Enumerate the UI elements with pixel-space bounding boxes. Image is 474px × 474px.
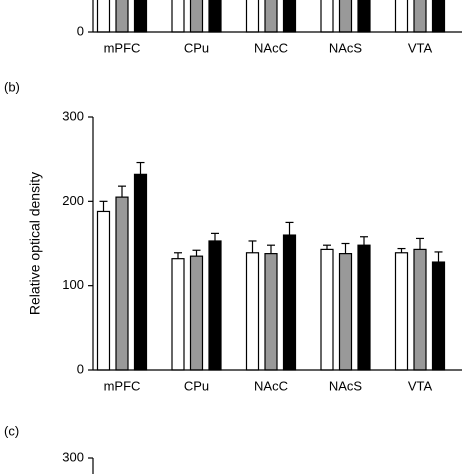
bar (394, 0, 409, 33)
panel-label: (b) (4, 79, 20, 94)
bar (245, 252, 260, 371)
y-axis-label: Relative optical density (27, 172, 43, 315)
bar (189, 255, 204, 371)
bar (171, 0, 185, 33)
bar (115, 0, 129, 33)
bar (208, 0, 222, 33)
panel-label: (c) (4, 423, 19, 438)
x-tick-label: mPFC (104, 40, 141, 55)
bar (133, 173, 148, 371)
y-tick-label: 300 (62, 449, 84, 464)
x-tick-label: mPFC (104, 378, 141, 393)
x-tick-label: NAcC (254, 378, 288, 393)
bar (431, 261, 446, 371)
bar (431, 0, 446, 33)
y-tick-label: 300 (62, 108, 84, 123)
x-tick-label: CPu (184, 378, 209, 393)
bar (394, 252, 409, 371)
bar (413, 248, 427, 371)
bar (320, 0, 334, 33)
bar (320, 248, 334, 371)
bar (357, 244, 371, 371)
y-tick-label: 100 (62, 277, 84, 292)
y-tick-label: 200 (62, 193, 84, 208)
bar (171, 258, 185, 371)
bar (245, 0, 260, 33)
bar (282, 0, 297, 33)
bar (264, 0, 278, 33)
x-tick-label: CPu (184, 40, 209, 55)
bar (115, 196, 129, 371)
bar (282, 234, 297, 371)
bar (189, 0, 204, 33)
x-tick-label: NAcS (329, 378, 363, 393)
y-tick-label: 0 (77, 23, 84, 38)
y-tick-label: 0 (77, 361, 84, 376)
bar (208, 240, 222, 371)
bar (338, 253, 353, 371)
x-tick-label: NAcC (254, 40, 288, 55)
bar (96, 0, 111, 33)
x-tick-label: VTA (408, 378, 433, 393)
x-tick-label: NAcS (329, 40, 363, 55)
bar (338, 0, 353, 33)
x-tick-label: VTA (408, 40, 433, 55)
bar (264, 253, 278, 371)
bar (133, 0, 148, 33)
bar (413, 0, 427, 33)
bar (96, 210, 111, 371)
bar (357, 0, 371, 33)
